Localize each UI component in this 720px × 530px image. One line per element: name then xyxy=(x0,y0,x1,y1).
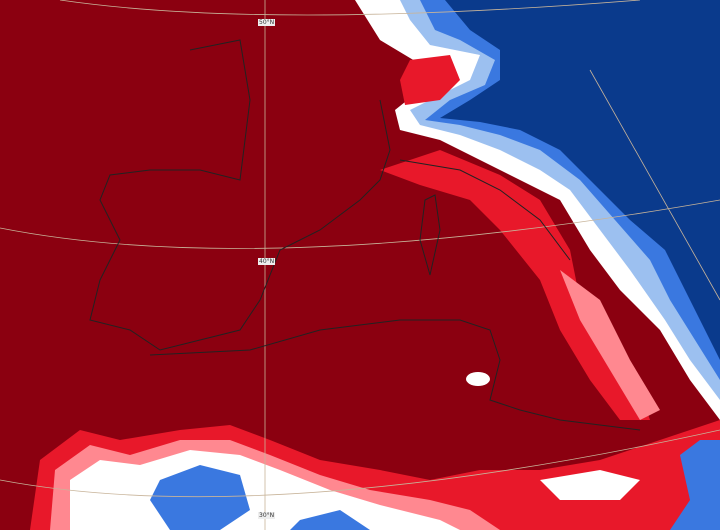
graticule-label: 40°N xyxy=(258,258,276,265)
graticule-label: 50°N xyxy=(258,19,276,26)
negative-anomaly-region xyxy=(355,0,720,420)
southern-anomaly-region xyxy=(30,372,720,530)
positive-anomaly-fringe xyxy=(380,55,660,420)
coastlines xyxy=(89,39,641,431)
graticule-label: 30°N xyxy=(258,512,276,519)
